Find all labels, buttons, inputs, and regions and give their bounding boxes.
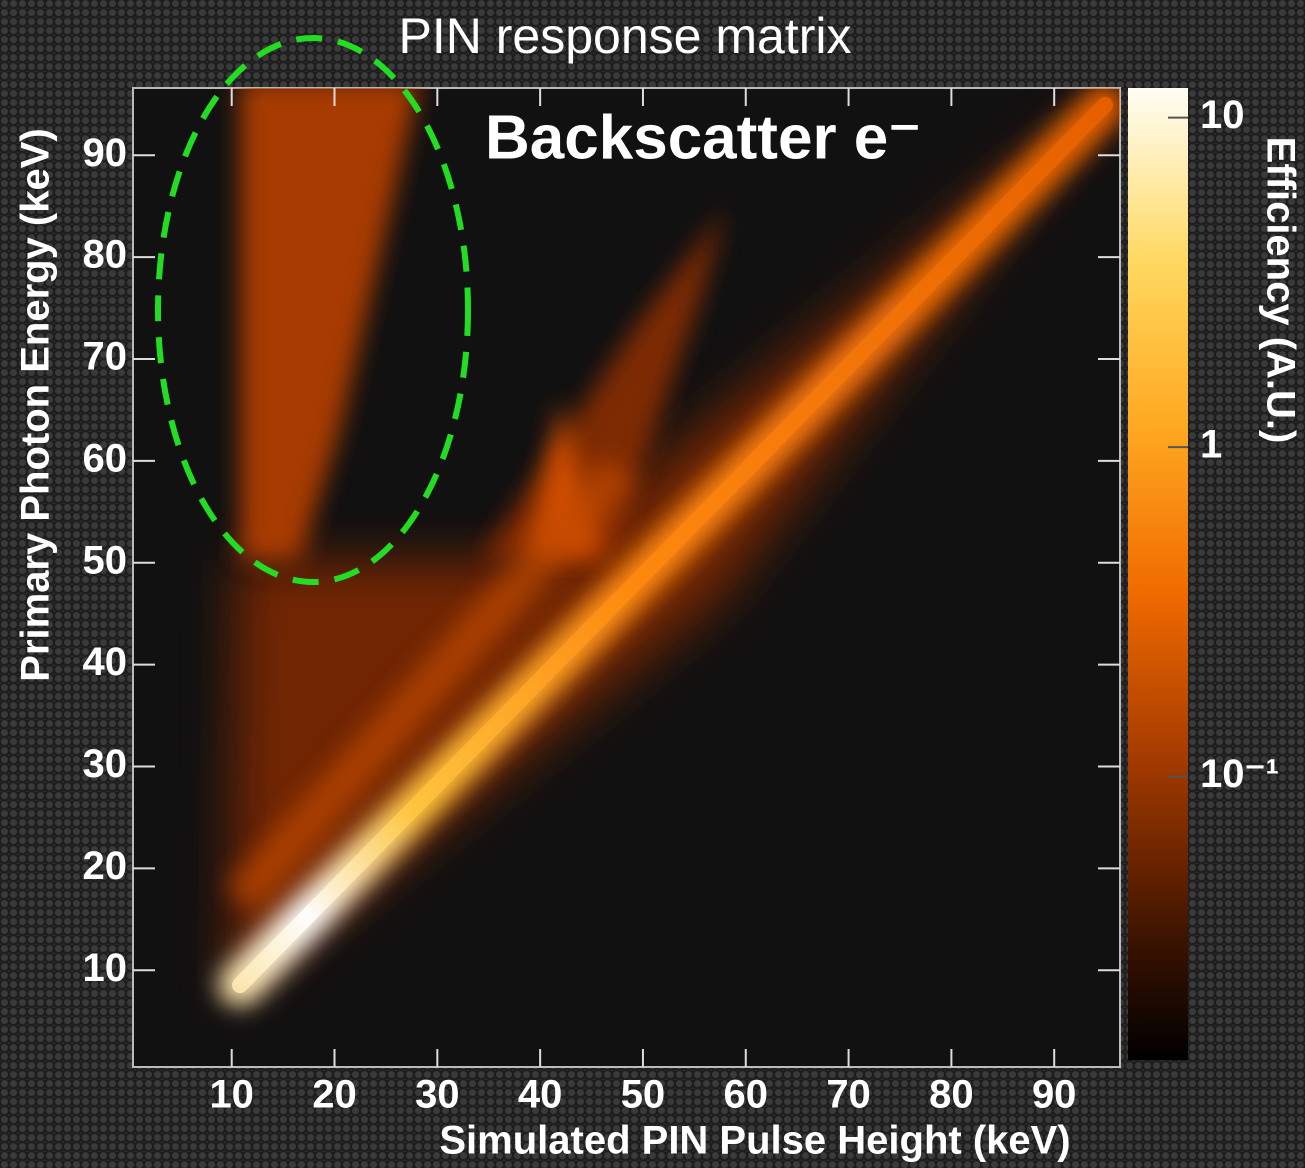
x-tick-label: 50 [621, 1073, 666, 1117]
y-tick-label: 40 [83, 640, 128, 684]
x-tick-label: 10 [209, 1073, 254, 1117]
density-backscatter [480, 210, 725, 560]
x-tick-label: 30 [415, 1073, 460, 1117]
density-escape-band [225, 456, 635, 914]
x-axis-label: Simulated PIN Pulse Height (keV) [439, 1119, 1070, 1163]
y-tick-label: 20 [83, 844, 128, 888]
annotation: Backscatter e⁻ [485, 103, 921, 172]
y-tick-label: 70 [83, 335, 128, 379]
x-tick-label: 70 [826, 1073, 871, 1117]
x-tick-label: 60 [724, 1073, 769, 1117]
colorbar-tick-label: 10⁻¹ [1200, 752, 1279, 796]
colorbar-tick-label: 1 [1200, 423, 1222, 467]
x-tick-label: 40 [518, 1073, 563, 1117]
colorbar [1128, 88, 1188, 1060]
colorbar-tick-label: 10 [1200, 93, 1245, 137]
y-tick-label: 10 [83, 946, 128, 990]
heatmap [219, 88, 1120, 1006]
chart-title: PIN response matrix [399, 8, 852, 64]
density-photopeak-core [232, 97, 1113, 993]
y-tick-label: 80 [83, 233, 128, 277]
y-tick-label: 30 [83, 742, 128, 786]
density-vertical-band [240, 88, 419, 560]
y-tick-label: 90 [83, 131, 128, 175]
x-tick-label: 80 [929, 1073, 974, 1117]
y-tick-label: 60 [83, 436, 128, 480]
highlight-ellipse [155, 35, 471, 585]
y-tick-label: 50 [83, 538, 128, 582]
x-tick-label: 20 [312, 1073, 357, 1117]
x-tick-label: 90 [1032, 1073, 1077, 1117]
y-axis-label: Primary Photon Energy (keV) [14, 128, 58, 681]
colorbar-label: Efficiency (A.U.) [1258, 137, 1302, 444]
